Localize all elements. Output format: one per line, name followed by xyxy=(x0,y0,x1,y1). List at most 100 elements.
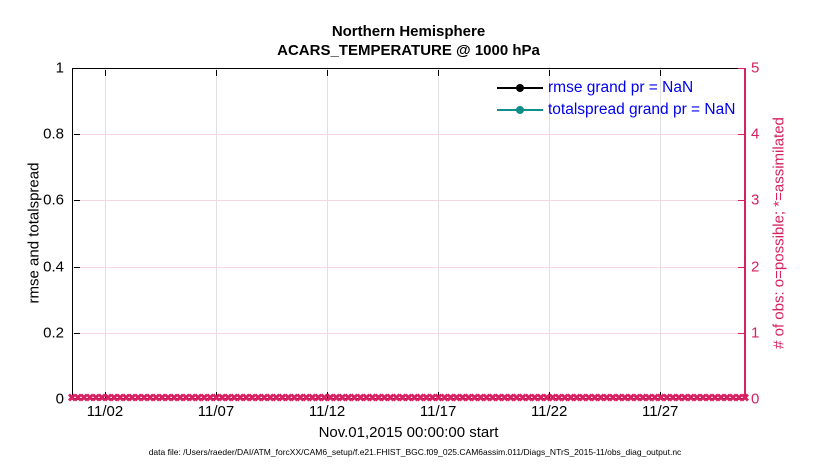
obs-x-marker: ✖ xyxy=(524,392,534,405)
obs-x-marker: ✖ xyxy=(632,392,642,405)
obs-x-marker: ✖ xyxy=(109,392,119,405)
obs-x-marker: ✖ xyxy=(427,392,438,405)
obs-x-marker: ✖ xyxy=(247,392,257,405)
obs-x-marker: ✖ xyxy=(680,392,690,405)
chart-title-line1: Northern Hemisphere xyxy=(331,23,486,40)
x-tick-top xyxy=(327,69,329,76)
x-tick-top xyxy=(549,69,551,76)
left-tick-label: 0 xyxy=(55,390,64,408)
obs-x-marker: ✖ xyxy=(373,392,384,405)
x-tick-label: 11/02 xyxy=(86,403,124,420)
obs-x-marker: ✖ xyxy=(301,392,311,405)
obs-x-marker: ✖ xyxy=(469,392,480,405)
right-tick-label: 0 xyxy=(751,390,760,408)
obs-x-marker: ✖ xyxy=(578,392,588,405)
obs-x-marker: ✖ xyxy=(608,392,618,405)
obs-x-marker: ✖ xyxy=(734,392,744,405)
x-tick-label: 11/22 xyxy=(530,403,568,420)
obs-x-marker: ✖ xyxy=(169,392,179,405)
left-tick-label: 0.2 xyxy=(43,324,64,342)
obs-x-marker: ✖ xyxy=(85,392,95,405)
data-file-caption: data file: /Users/raeder/DAI/ATM_forcXX/… xyxy=(148,447,682,457)
chart-title: Northern Hemisphere ACARS_TEMPERATURE @ … xyxy=(72,22,745,60)
obs-x-marker: ✖ xyxy=(614,392,624,405)
obs-x-marker: ✖ xyxy=(265,392,275,405)
obs-x-marker: ✖ xyxy=(488,392,498,405)
obs-x-marker: ✖ xyxy=(355,392,366,405)
obs-x-marker: ✖ xyxy=(241,392,251,405)
obs-x-marker: ✖ xyxy=(584,392,594,405)
right-tick xyxy=(738,200,744,202)
obs-x-marker: ✖ xyxy=(512,392,522,405)
obs-x-marker: ✖ xyxy=(518,392,528,405)
obs-x-marker: ✖ xyxy=(289,392,299,405)
right-tick-label: 1 xyxy=(751,324,760,342)
obs-x-marker: ✖ xyxy=(572,392,582,405)
obs-x-marker: ✖ xyxy=(397,392,408,405)
obs-x-marker: ✖ xyxy=(638,392,648,405)
x-gridline xyxy=(216,69,218,398)
obs-x-marker: ✖ xyxy=(133,392,143,405)
right-tick xyxy=(738,399,744,400)
x-tick-label: 11/07 xyxy=(197,403,235,420)
x-tick-label: 11/17 xyxy=(419,403,457,420)
obs-x-marker: ✖ xyxy=(199,392,209,405)
obs-x-marker: ✖ xyxy=(421,392,432,405)
right-tick xyxy=(738,266,744,268)
left-tick-label: 1 xyxy=(55,59,64,77)
right-tick-label: 2 xyxy=(751,258,760,276)
obs-x-marker: ✖ xyxy=(121,392,131,405)
obs-x-marker: ✖ xyxy=(662,392,672,405)
y-gridline xyxy=(73,332,744,334)
right-tick-label: 3 xyxy=(751,191,760,209)
obs-x-marker: ✖ xyxy=(560,392,570,405)
obs-x-marker: ✖ xyxy=(385,392,396,405)
obs-x-marker: ✖ xyxy=(181,392,191,405)
obs-x-marker: ✖ xyxy=(379,392,390,405)
obs-x-marker: ✖ xyxy=(548,392,558,405)
obs-x-marker: ✖ xyxy=(127,392,137,405)
obs-x-marker: ✖ xyxy=(337,392,347,405)
x-gridline xyxy=(660,69,662,398)
obs-x-marker: ✖ xyxy=(590,392,600,405)
obs-x-marker: ✖ xyxy=(668,392,678,405)
obs-x-marker: ✖ xyxy=(463,392,474,405)
obs-x-marker: ✖ xyxy=(229,392,239,405)
x-tick-bottom xyxy=(549,392,551,398)
obs-x-marker: ✖ xyxy=(542,392,552,405)
x-tick-top xyxy=(438,69,440,76)
obs-x-marker: ✖ xyxy=(602,392,612,405)
obs-x-marker: ✖ xyxy=(325,392,335,405)
x-tick-top xyxy=(660,69,662,76)
obs-x-marker: ✖ xyxy=(626,392,636,405)
obs-x-marker: ✖ xyxy=(554,392,564,405)
obs-x-marker: ✖ xyxy=(674,392,684,405)
obs-x-marker: ✖ xyxy=(740,392,750,405)
legend-label-totalspread: totalspread grand pr = NaN xyxy=(548,101,736,118)
obs-x-marker: ✖ xyxy=(722,392,732,405)
x-tick-bottom xyxy=(327,392,329,398)
y-gridline xyxy=(73,200,744,202)
legend-item-rmse: rmse grand pr = NaN xyxy=(497,78,735,98)
obs-x-marker: ✖ xyxy=(409,392,420,405)
rmse-marker-icon xyxy=(516,84,524,92)
obs-x-marker: ✖ xyxy=(139,392,149,405)
x-tick-bottom xyxy=(660,392,662,398)
obs-x-marker: ✖ xyxy=(367,392,378,405)
obs-x-marker: ✖ xyxy=(536,392,546,405)
obs-x-marker: ✖ xyxy=(211,392,221,405)
obs-x-marker: ✖ xyxy=(692,392,702,405)
right-tick xyxy=(738,134,744,136)
left-tick-label: 0.4 xyxy=(43,258,64,276)
obs-x-marker: ✖ xyxy=(686,392,696,405)
right-tick xyxy=(738,332,744,334)
obs-x-marker: ✖ xyxy=(415,392,426,405)
obs-x-marker: ✖ xyxy=(187,392,197,405)
obs-x-marker: ✖ xyxy=(103,392,113,405)
x-gridline xyxy=(549,69,551,398)
obs-x-marker: ✖ xyxy=(704,392,714,405)
obs-x-marker: ✖ xyxy=(716,392,726,405)
obs-x-marker: ✖ xyxy=(403,392,414,405)
chart-title-line2: ACARS_TEMPERATURE @ 1000 hPa xyxy=(277,42,540,59)
